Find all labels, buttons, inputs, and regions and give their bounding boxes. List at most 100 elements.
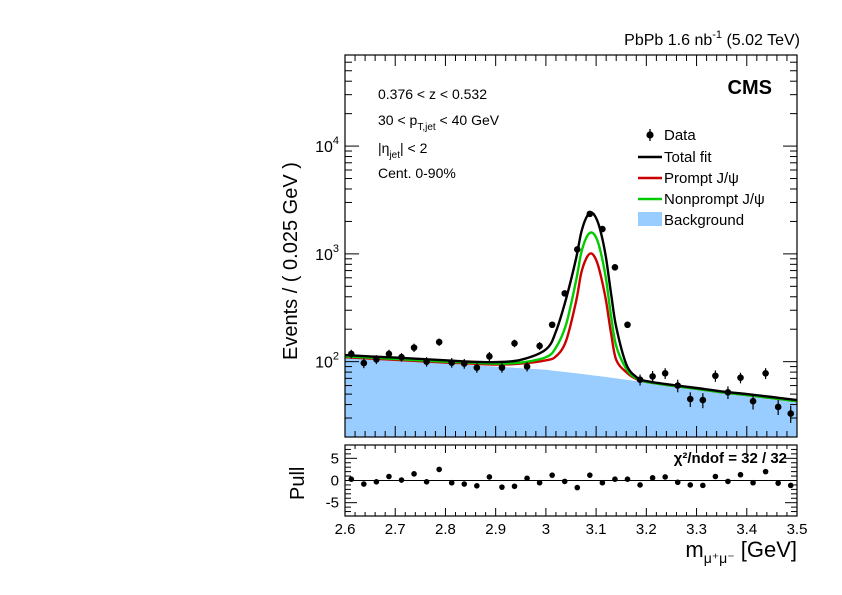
pull-point [574,484,581,491]
data-point [737,372,744,384]
main-y-axis-label: Events / ( 0.025 GeV ) [280,162,302,360]
pull-point [461,481,468,487]
data-marker [661,369,669,377]
x-tick-label: 3 [542,521,550,538]
pull-point [787,482,794,489]
pull-point [599,479,606,486]
data-point [448,358,456,368]
y-tick-label: 103 [315,243,339,264]
data-marker [586,210,594,218]
pull-point [674,479,681,486]
data-point [649,370,656,383]
x-tick-labels: 2.6 2.7 2.8 2.9 3 3.1 3.2 3.3 3.4 3.5 [335,521,808,538]
eta-cut: |ηjet| < 2 [378,140,428,161]
data-marker [423,358,430,365]
data-point [498,363,506,373]
x-tick-label: 3.1 [586,521,607,538]
data-point [749,394,757,410]
data-point [360,358,368,369]
pull-y-tick-label: 5 [331,450,339,467]
data-point [674,379,682,393]
data-point [347,349,355,359]
pull-point [612,476,618,482]
legend: Data Total fit Prompt J/ψ Nonprompt J/ψ … [638,127,765,229]
data-point [762,368,769,380]
data-point [385,349,393,359]
data-marker [737,374,744,381]
data-marker [674,382,682,389]
pull-point [587,472,593,478]
cms-label: CMS [728,77,772,99]
legend-item-nonprompt: Nonprompt J/ψ [638,191,765,208]
data-marker [611,264,619,271]
pull-point [511,483,518,490]
data-marker [448,359,456,366]
x-tick-label: 3.4 [736,521,757,538]
pt-cut: 30 < pT,jet < 40 GeV [378,112,500,133]
data-marker [473,364,481,371]
pull-point [386,473,392,480]
pull-point [750,479,756,486]
data-point [523,362,531,372]
data-point [712,370,719,382]
pull-y-tick-label: -5 [326,495,339,512]
data-point [373,355,380,365]
pull-point [411,471,417,477]
z-cut: 0.376 < z < 0.532 [378,86,487,102]
data-point [548,321,556,329]
energy-label: PbPb 1.6 nb-1 (5.02 TeV) [624,29,800,49]
data-point [586,210,594,218]
pull-point [499,484,505,490]
pull-point [662,474,668,480]
data-marker [787,410,795,417]
data-point [460,358,468,369]
data-marker [373,356,380,363]
data-marker [599,225,606,233]
legend-item-total: Total fit [638,149,712,166]
legend-item-prompt: Prompt J/ψ [638,170,739,187]
pull-point [712,473,719,480]
data-point [624,321,631,329]
pull-point [536,479,543,486]
data-point [486,351,493,362]
pull-point [700,482,706,489]
pull-point [649,475,656,481]
data-marker [385,350,393,358]
data-point [599,225,606,233]
data-marker [511,340,518,347]
data-marker [486,353,493,360]
pull-y-tick-label: 0 [331,473,339,490]
data-marker [398,353,405,361]
pull-point [524,475,530,482]
data-point [661,368,669,380]
data-marker [536,342,543,350]
pull-point [775,480,781,486]
data-point [774,400,782,415]
main-plot-frame [344,54,798,438]
data-point [561,290,569,297]
pull-point [348,476,355,482]
pull-points [345,466,797,491]
legend-label-total: Total fit [664,149,712,166]
legend-item-background: Background [638,212,744,229]
x-tick-label: 2.7 [385,521,406,538]
pull-point [361,481,367,487]
legend-label-prompt: Prompt J/ψ [664,170,739,187]
x-tick-label: 3.3 [686,521,707,538]
data-marker [548,321,556,329]
pull-point [637,482,643,488]
x-axis-label: mμ⁺μ⁻ [GeV] [685,537,797,566]
data-marker [561,290,569,297]
data-point [473,363,481,373]
data-marker [460,360,468,367]
data-point [511,339,518,348]
data-point [699,393,707,409]
data-point [398,353,405,362]
data-marker [699,396,707,404]
pull-point [725,478,731,485]
data-marker [573,246,581,253]
centrality-cut: Cent. 0-90% [378,165,456,181]
data-point [611,264,619,271]
x-tick-label: 3.5 [787,521,808,538]
pull-point [423,479,430,485]
